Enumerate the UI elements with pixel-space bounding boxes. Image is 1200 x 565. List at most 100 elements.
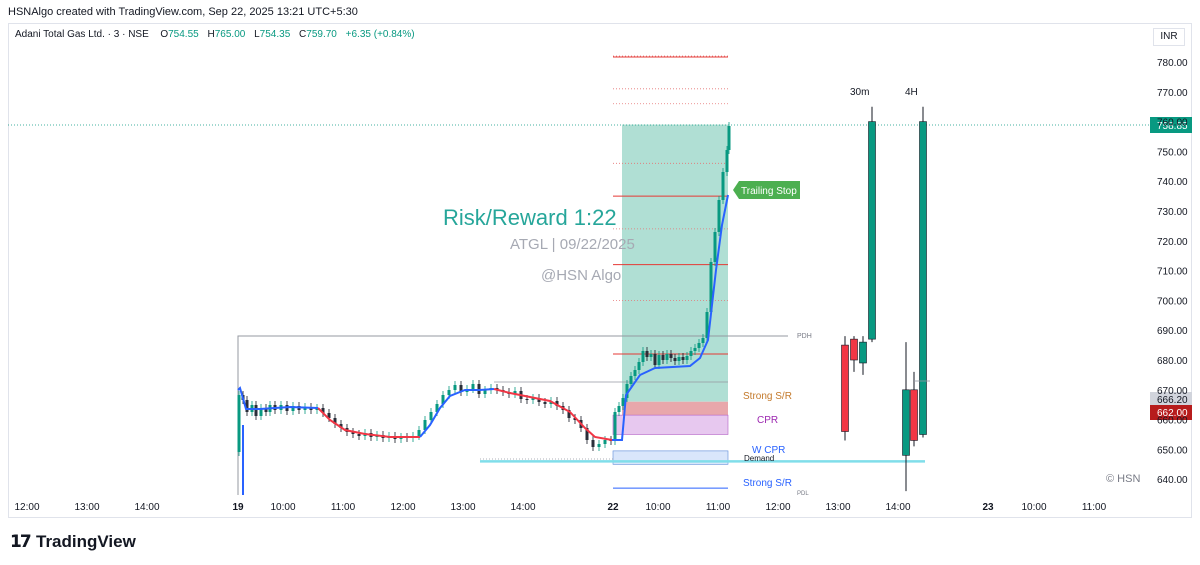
candle-body — [653, 354, 657, 365]
trend-up-line — [237, 386, 319, 410]
candle-body — [725, 150, 729, 172]
candle-body — [685, 356, 689, 360]
candle-body — [665, 354, 669, 360]
candle-body — [333, 418, 337, 424]
htf-4h-label: 4H — [905, 87, 918, 98]
close-label: C — [299, 29, 307, 40]
low-label: L — [254, 29, 260, 40]
candle-body — [291, 406, 295, 411]
x-tick-label: 14:00 — [510, 502, 535, 513]
y-tick-label: 670.00 — [1157, 386, 1188, 397]
y-tick-label: 770.00 — [1157, 88, 1188, 99]
x-tick-label: 13:00 — [825, 502, 850, 513]
htf-candle-body — [868, 121, 876, 340]
author-handle: @HSN Algo — [541, 267, 621, 284]
low-value: 754.35 — [259, 29, 291, 40]
trend-up-line — [419, 388, 495, 438]
trailing-stop-tag — [733, 181, 800, 199]
chart-frame — [8, 23, 1192, 518]
y-tick-label: 720.00 — [1157, 237, 1188, 248]
candle-body — [543, 402, 547, 404]
trailing-stop-label: Trailing Stop — [741, 186, 797, 197]
candle-body — [709, 262, 713, 312]
strong-sr-bottom-label: Strong S/R — [743, 478, 792, 489]
candle-body — [441, 395, 445, 404]
symbol-name[interactable]: Adani Total Gas Ltd. · 3 · NSE — [15, 29, 149, 40]
candle-body — [254, 405, 258, 416]
candle-body — [633, 370, 637, 376]
candle-body — [681, 357, 685, 360]
candle-body — [321, 408, 325, 413]
pdh-label: PDH — [797, 333, 812, 340]
currency-button[interactable]: INR — [1153, 28, 1185, 46]
y-tick-label: 740.00 — [1157, 177, 1188, 188]
candle-body — [603, 440, 607, 444]
candle-body — [357, 434, 361, 436]
y-tick-label: 750.00 — [1157, 147, 1188, 158]
y-tick-label: 680.00 — [1157, 356, 1188, 367]
open-label: O — [160, 29, 169, 40]
high-label: H — [207, 29, 215, 40]
grey-price-value: 666.20 — [1157, 395, 1188, 406]
candle-body — [641, 351, 645, 362]
x-tick-label: 11:00 — [706, 502, 731, 513]
candle-body — [259, 408, 263, 416]
x-tick-label: 14:00 — [134, 502, 159, 513]
chart-subtitle: ATGL | 09/22/2025 — [510, 236, 635, 253]
candle-body — [649, 354, 653, 357]
symbol-info: Adani Total Gas Ltd. · 3 · NSE O754.55 H… — [15, 29, 415, 40]
trend-down-line — [317, 407, 420, 438]
candle-body — [567, 410, 571, 418]
htf-candle-body — [841, 344, 849, 432]
candle-body — [264, 408, 268, 412]
candle-body — [423, 420, 427, 430]
x-tick-label: 13:00 — [74, 502, 99, 513]
candle-body — [705, 312, 709, 338]
candle-body — [727, 126, 731, 150]
candle-body — [435, 404, 439, 412]
y-tick-label: 730.00 — [1157, 207, 1188, 218]
change-value: +6.35 (+0.84%) — [345, 29, 415, 40]
candle-body — [525, 399, 529, 400]
candle-body — [555, 401, 559, 406]
candle-body — [537, 398, 541, 402]
candle-body — [657, 355, 661, 365]
cpr-label: CPR — [757, 415, 778, 426]
y-tick-label: 760.00 — [1157, 118, 1188, 129]
y-tick-label: 700.00 — [1157, 296, 1188, 307]
x-tick-label: 12:00 — [14, 502, 39, 513]
candle-body — [621, 398, 625, 406]
candles-layer — [237, 122, 731, 456]
axis-layer: 780.00 770.00 760.00 750.00 740.00 730.00 720.… — [14, 58, 1188, 513]
x-tick-label: 13:00 — [450, 502, 475, 513]
candle-body — [315, 408, 319, 410]
candle-body — [339, 424, 343, 428]
x-tick-label: 23 — [982, 502, 994, 513]
candle-body — [429, 412, 433, 420]
x-tick-label: 22 — [607, 502, 619, 513]
y-tick-label: 710.00 — [1157, 267, 1188, 278]
candle-body — [459, 385, 463, 392]
candle-body — [471, 384, 475, 389]
last-price-tag — [1150, 117, 1192, 133]
trend-layer — [237, 194, 729, 495]
htf-candle-body — [902, 389, 910, 456]
candle-body — [677, 357, 681, 361]
watermark: © HSN — [1106, 473, 1140, 485]
tradingview-logo[interactable]: 𝟭𝟳 TradingView — [10, 532, 136, 551]
x-tick-label: 10:00 — [1021, 502, 1046, 513]
htf-candle-body — [919, 121, 927, 435]
y-tick-label: 690.00 — [1157, 326, 1188, 337]
candle-body — [701, 338, 705, 343]
trend-down-line — [493, 388, 613, 441]
candle-body — [625, 384, 629, 398]
candle-body — [669, 354, 673, 358]
red-price-tag — [1150, 405, 1192, 420]
last-price-value: 758.85 — [1157, 121, 1188, 132]
x-tick-label: 14:00 — [885, 502, 910, 513]
chart-credit: HSNAlgo created with TradingView.com, Se… — [8, 6, 358, 18]
candle-body — [531, 398, 535, 400]
candle-body — [351, 432, 355, 434]
x-tick-label: 10:00 — [645, 502, 670, 513]
